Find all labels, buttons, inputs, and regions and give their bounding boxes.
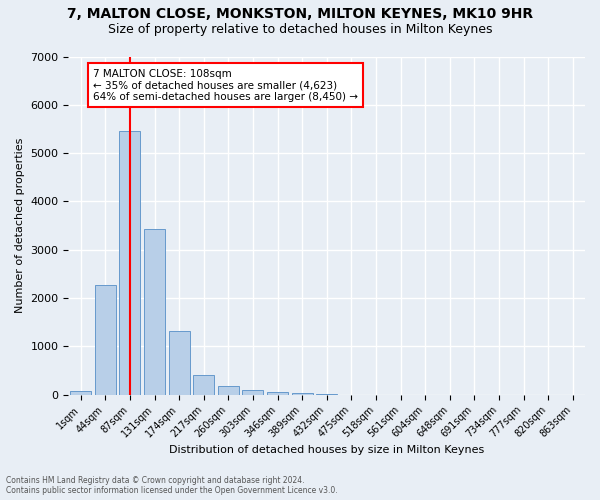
Bar — [119, 132, 140, 394]
Bar — [267, 392, 288, 394]
Bar — [70, 392, 91, 394]
X-axis label: Distribution of detached houses by size in Milton Keynes: Distribution of detached houses by size … — [169, 445, 484, 455]
Bar — [218, 386, 239, 394]
Bar — [144, 230, 165, 394]
Text: Size of property relative to detached houses in Milton Keynes: Size of property relative to detached ho… — [108, 22, 492, 36]
Bar — [292, 393, 313, 394]
Bar — [169, 332, 190, 394]
Text: 7 MALTON CLOSE: 108sqm
← 35% of detached houses are smaller (4,623)
64% of semi-: 7 MALTON CLOSE: 108sqm ← 35% of detached… — [93, 68, 358, 102]
Text: Contains HM Land Registry data © Crown copyright and database right 2024.
Contai: Contains HM Land Registry data © Crown c… — [6, 476, 338, 495]
Bar — [242, 390, 263, 394]
Bar — [95, 284, 116, 395]
Text: 7, MALTON CLOSE, MONKSTON, MILTON KEYNES, MK10 9HR: 7, MALTON CLOSE, MONKSTON, MILTON KEYNES… — [67, 8, 533, 22]
Bar — [193, 374, 214, 394]
Y-axis label: Number of detached properties: Number of detached properties — [15, 138, 25, 314]
